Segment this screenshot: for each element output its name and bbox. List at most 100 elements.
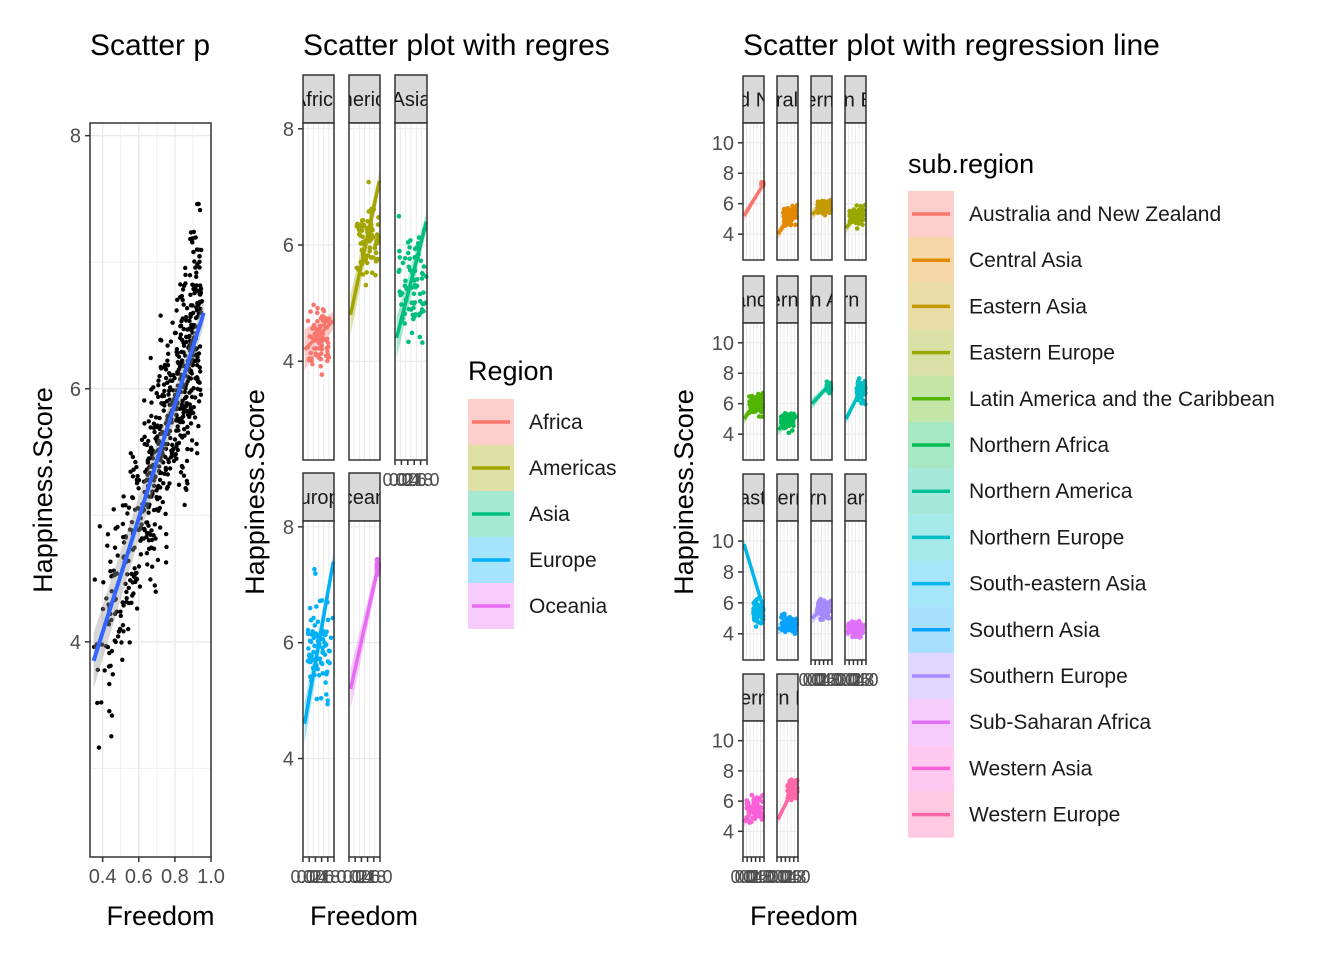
data-point — [168, 385, 173, 390]
data-point — [197, 259, 202, 264]
data-point — [325, 340, 331, 346]
facet-panel: Southern Europe — [810, 473, 833, 661]
legend: Region Africa Americas Asia Europe Oceania — [468, 356, 617, 629]
data-point — [165, 484, 170, 490]
data-point — [314, 604, 319, 609]
facet-strip-label: Oceania — [327, 487, 402, 509]
data-point — [312, 566, 317, 572]
legend-item: Southern Europe — [908, 652, 1128, 700]
data-point — [181, 473, 187, 478]
data-point — [758, 621, 764, 626]
data-point — [307, 334, 313, 339]
data-point — [174, 444, 179, 449]
data-point — [305, 627, 311, 633]
x-axis: 0.00.20.40.60.81.0 — [290, 857, 347, 887]
data-point — [150, 489, 155, 494]
data-point — [161, 481, 166, 486]
data-point — [190, 240, 195, 245]
facet-strip-label: Eastern Europe — [786, 90, 925, 112]
data-point — [409, 330, 415, 336]
facet-panel: Oceania — [327, 472, 402, 858]
data-point — [184, 339, 189, 345]
data-point — [184, 487, 189, 492]
data-point — [157, 374, 162, 379]
data-point — [198, 306, 203, 312]
data-point — [149, 537, 155, 543]
x-axis-label: Freedom — [310, 901, 418, 931]
data-point — [153, 436, 158, 441]
data-point — [164, 531, 169, 537]
data-point — [320, 671, 326, 676]
data-point — [132, 545, 137, 550]
data-point — [324, 345, 330, 351]
data-point — [197, 265, 202, 270]
data-point — [823, 610, 829, 615]
data-point — [130, 580, 135, 585]
data-point — [364, 260, 370, 266]
data-point — [369, 270, 375, 276]
data-point — [193, 358, 198, 363]
x-tick-label: 1.0 — [751, 867, 776, 887]
legend-item: Central Asia — [908, 237, 1083, 284]
data-point — [115, 634, 121, 639]
data-point — [158, 431, 163, 436]
data-point — [136, 486, 141, 491]
data-point — [179, 349, 184, 355]
data-point — [417, 334, 423, 340]
data-point — [105, 543, 110, 548]
data-point — [134, 606, 140, 611]
x-axis: 0.00.20.40.60.81.0 — [764, 857, 811, 887]
data-point — [179, 463, 185, 469]
data-point — [198, 369, 203, 374]
data-point — [849, 619, 855, 624]
x-tick-label: 0.2 — [389, 470, 414, 490]
data-point — [171, 372, 176, 378]
data-point — [367, 238, 373, 244]
x-tick-label: 0.6 — [355, 867, 380, 887]
data-point — [148, 577, 153, 582]
facet-panel: Western Asia 4 6 8 10 — [712, 673, 766, 858]
data-point — [818, 598, 823, 604]
data-point — [397, 248, 402, 254]
data-point — [144, 551, 150, 556]
regression-line — [777, 619, 799, 631]
data-point — [156, 378, 161, 383]
legend-item: Western Asia — [908, 745, 1093, 792]
data-point — [861, 398, 866, 403]
data-point — [151, 421, 157, 426]
data-point — [793, 222, 798, 228]
facet-strip-label: Central Asia — [734, 90, 843, 112]
data-point — [181, 343, 187, 348]
data-point — [92, 577, 98, 582]
data-point — [188, 292, 193, 297]
x-tick-label: 0.8 — [315, 867, 340, 887]
data-point — [408, 307, 414, 312]
data-point — [142, 421, 147, 426]
legend-item: Southern Asia — [908, 606, 1100, 653]
y-tick-label: 6 — [283, 633, 294, 655]
legend-label: Eastern Asia — [969, 295, 1087, 318]
data-point — [421, 264, 427, 269]
data-point — [157, 505, 162, 511]
data-point — [197, 344, 203, 349]
facet-panel: Americas — [348, 74, 382, 461]
x-tick-label: 0.8 — [161, 866, 189, 888]
data-point — [322, 652, 328, 657]
data-point — [197, 207, 203, 213]
data-point — [162, 388, 167, 394]
legend-item: Africa — [468, 399, 583, 445]
data-point — [402, 255, 408, 261]
data-point — [133, 459, 138, 465]
panel-border — [810, 322, 833, 461]
x-tick-label: 1.0 — [367, 867, 392, 887]
data-point — [139, 522, 144, 527]
data-point — [327, 660, 332, 666]
data-point — [419, 276, 425, 281]
facet-strip-label: Europe — [286, 487, 351, 509]
data-point — [364, 270, 370, 275]
data-point — [136, 478, 142, 483]
data-point — [790, 428, 795, 433]
data-point — [373, 250, 379, 255]
facet-panel: Northern Europe — [844, 275, 868, 461]
data-point — [309, 632, 314, 637]
